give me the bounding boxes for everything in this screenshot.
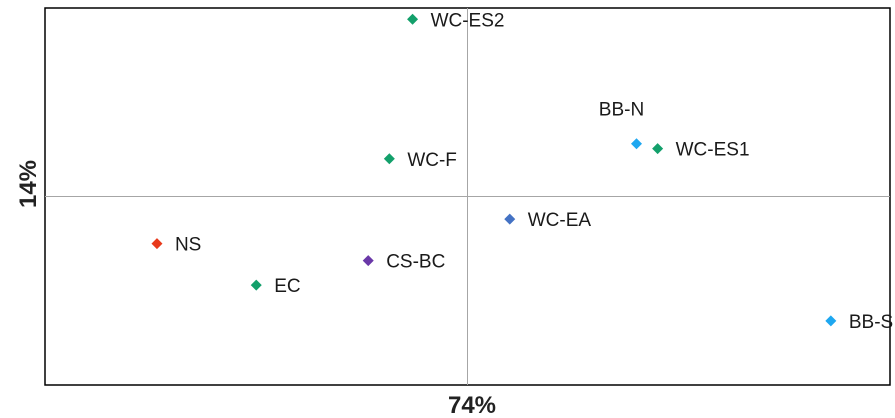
- point-marker-wc-ea: [504, 213, 516, 225]
- point-label-bb-n: BB-N: [599, 100, 644, 121]
- point-marker-ec: [250, 279, 262, 291]
- point-label-ec: EC: [274, 276, 300, 297]
- point-marker-cs-bc: [362, 255, 374, 267]
- point-marker-wc-f: [383, 153, 395, 165]
- point-label-cs-bc: CS-BC: [386, 252, 445, 273]
- point-marker-ns: [151, 238, 163, 250]
- data-points: WC-ES2 BB-N WC-ES1 WC-F WC-EA NS CS-BC EC BB-S: [151, 10, 893, 333]
- point-marker-bb-s: [825, 315, 837, 327]
- point-label-wc-f: WC-F: [407, 150, 457, 171]
- point-label-ns: NS: [175, 235, 201, 256]
- point-label-wc-es2: WC-ES2: [431, 10, 505, 31]
- point-marker-wc-es2: [407, 13, 419, 25]
- point-marker-bb-n: [631, 138, 642, 150]
- y-axis-title: 14%: [15, 160, 42, 208]
- x-axis-title: 74%: [448, 392, 496, 418]
- point-label-wc-es1: WC-ES1: [676, 140, 750, 161]
- point-label-wc-ea: WC-EA: [528, 210, 592, 231]
- point-label-bb-s: BB-S: [849, 312, 893, 333]
- point-marker-wc-es1: [652, 143, 664, 155]
